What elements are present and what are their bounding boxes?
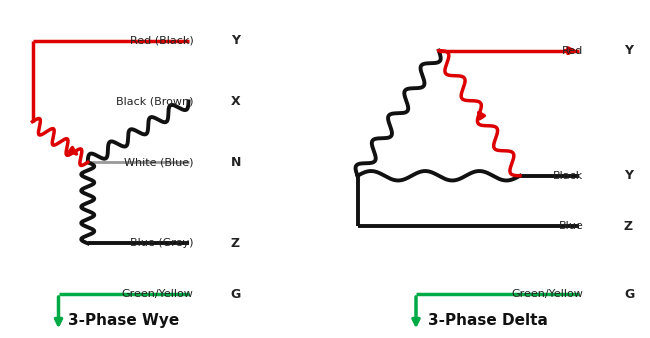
Text: Red: Red xyxy=(562,46,584,56)
Text: Blue (Grey): Blue (Grey) xyxy=(130,238,194,248)
Text: Green/Yellow: Green/Yellow xyxy=(122,289,194,299)
Text: 3-Phase Wye: 3-Phase Wye xyxy=(68,313,179,328)
Text: X: X xyxy=(231,95,240,108)
Text: Y: Y xyxy=(231,34,240,47)
Text: Red (Black): Red (Black) xyxy=(129,35,194,46)
Text: 3-Phase Delta: 3-Phase Delta xyxy=(428,313,547,328)
Text: Y: Y xyxy=(624,44,633,57)
Text: Black: Black xyxy=(553,171,584,181)
Text: White (Blue): White (Blue) xyxy=(124,157,194,167)
Text: Z: Z xyxy=(231,237,240,250)
Text: G: G xyxy=(624,288,634,300)
Text: Y: Y xyxy=(624,169,633,182)
Text: Black (Brown): Black (Brown) xyxy=(116,96,194,106)
Text: G: G xyxy=(231,288,241,300)
Text: Blue: Blue xyxy=(558,221,584,232)
Text: Green/Yellow: Green/Yellow xyxy=(512,289,584,299)
Text: Z: Z xyxy=(624,220,633,233)
Text: N: N xyxy=(231,156,241,169)
